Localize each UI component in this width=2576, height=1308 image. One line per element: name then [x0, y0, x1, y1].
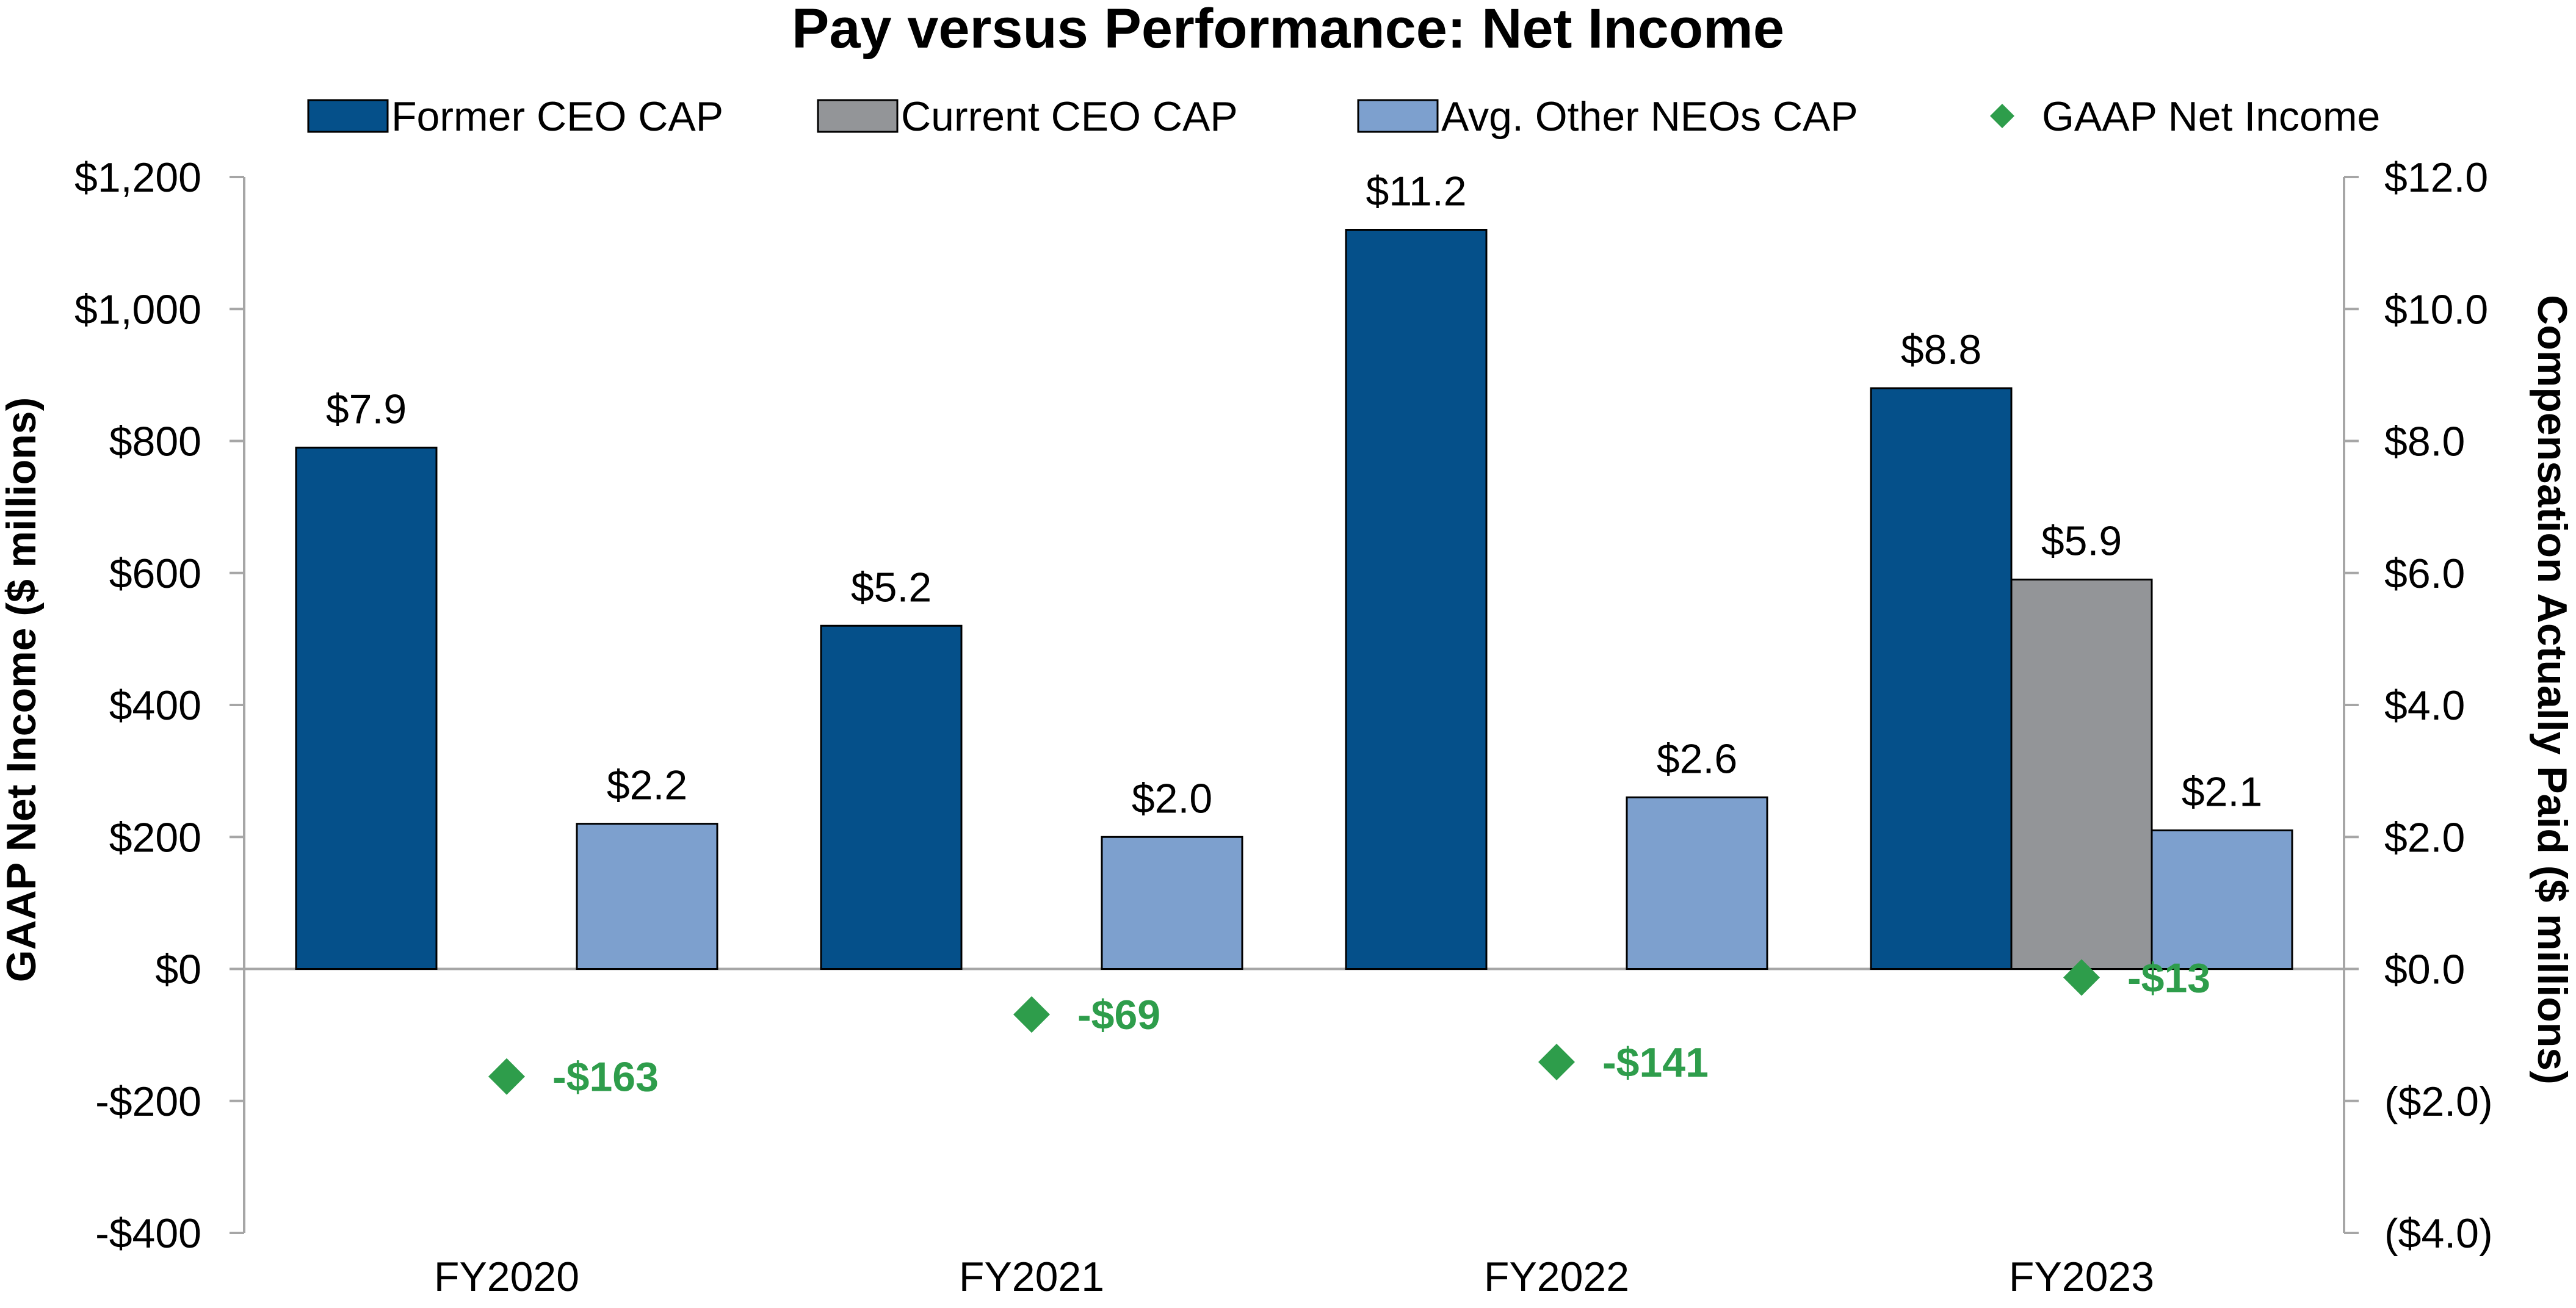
- right-tick-label: $8.0: [2384, 419, 2465, 465]
- bar: [576, 823, 718, 970]
- left-tick-label: -$200: [95, 1079, 201, 1125]
- bar-data-label: $5.9: [2041, 518, 2122, 565]
- right-tick-label: ($4.0): [2384, 1210, 2493, 1257]
- net-income-label: -$69: [1077, 992, 1160, 1038]
- bar: [820, 624, 963, 970]
- right-tick-label: $12.0: [2384, 154, 2488, 201]
- left-tick-label: $600: [109, 551, 201, 597]
- legend-swatch: [307, 99, 389, 133]
- legend-swatch: [1357, 99, 1439, 133]
- legend-label: Former CEO CAP: [391, 93, 723, 140]
- left-tick-label: $1,200: [74, 154, 201, 201]
- bar: [1345, 229, 1488, 970]
- bar: [1870, 387, 2013, 970]
- right-axis-label: Compensation Actually Paid ($ millions): [2529, 295, 2575, 1084]
- bar-data-label: $2.6: [1657, 735, 1737, 782]
- chart-title: Pay versus Performance: Net Income: [792, 0, 1784, 60]
- bar: [2010, 579, 2153, 970]
- net-income-marker: [1538, 1043, 1575, 1080]
- legend-label: GAAP Net Income: [2042, 93, 2380, 140]
- left-tick-label: $400: [109, 682, 201, 729]
- bars: $7.9 $2.2 $5.2 $2.0 $11.2 $2.6 $8.8 $5.9 $2.1: [295, 168, 2293, 970]
- bar-data-label: $7.9: [326, 386, 407, 432]
- net-income-marker: [488, 1058, 525, 1095]
- bar: [1626, 796, 1768, 970]
- net-income-label: -$13: [2127, 955, 2210, 1002]
- legend-label: Current CEO CAP: [901, 93, 1238, 140]
- bar-data-label: $11.2: [1366, 168, 1466, 215]
- left-tick-label: $0: [155, 947, 201, 993]
- left-tick-label: $200: [109, 814, 201, 861]
- category-label: FY2022: [1484, 1254, 1629, 1300]
- legend-swatch: [817, 99, 899, 133]
- left-axis-label: GAAP Net Income ($ millions): [0, 397, 45, 982]
- legend-marker: [1990, 104, 2014, 128]
- category-label: FY2021: [959, 1254, 1104, 1300]
- bar-data-label: $2.1: [2182, 768, 2262, 815]
- category-label: FY2020: [434, 1254, 579, 1300]
- net-income-marker: [2063, 959, 2100, 996]
- bar: [2151, 829, 2293, 970]
- bar-data-label: $8.8: [1901, 327, 1981, 373]
- net-income-label: -$163: [552, 1054, 659, 1100]
- left-tick-label: $800: [109, 419, 201, 465]
- category-label: FY2023: [2009, 1254, 2154, 1300]
- right-tick-label: $0.0: [2384, 947, 2465, 993]
- right-tick-label: ($2.0): [2384, 1079, 2493, 1125]
- right-tick-label: $2.0: [2384, 814, 2465, 861]
- bar-data-label: $2.0: [1132, 775, 1212, 822]
- right-tick-label: $4.0: [2384, 682, 2465, 729]
- net-income-label: -$141: [1602, 1039, 1709, 1086]
- right-tick-label: $10.0: [2384, 286, 2488, 333]
- bar: [1101, 836, 1243, 970]
- bar-data-label: $5.2: [851, 564, 932, 610]
- legend-label: Avg. Other NEOs CAP: [1441, 93, 1858, 140]
- net-income-markers: -$163 -$69 -$141 -$13: [488, 955, 2210, 1100]
- legend: Former CEO CAP Current CEO CAP Avg. Other …: [307, 93, 2380, 140]
- axes: -$400 -$200 $0 $200 $400 $600 $800 $1,000 $1,200…: [74, 154, 2493, 1300]
- bar: [295, 446, 438, 970]
- net-income-marker: [1013, 996, 1050, 1033]
- left-tick-label: -$400: [95, 1210, 201, 1257]
- right-tick-label: $6.0: [2384, 551, 2465, 597]
- bar-data-label: $2.2: [607, 762, 687, 809]
- left-tick-label: $1,000: [74, 286, 201, 333]
